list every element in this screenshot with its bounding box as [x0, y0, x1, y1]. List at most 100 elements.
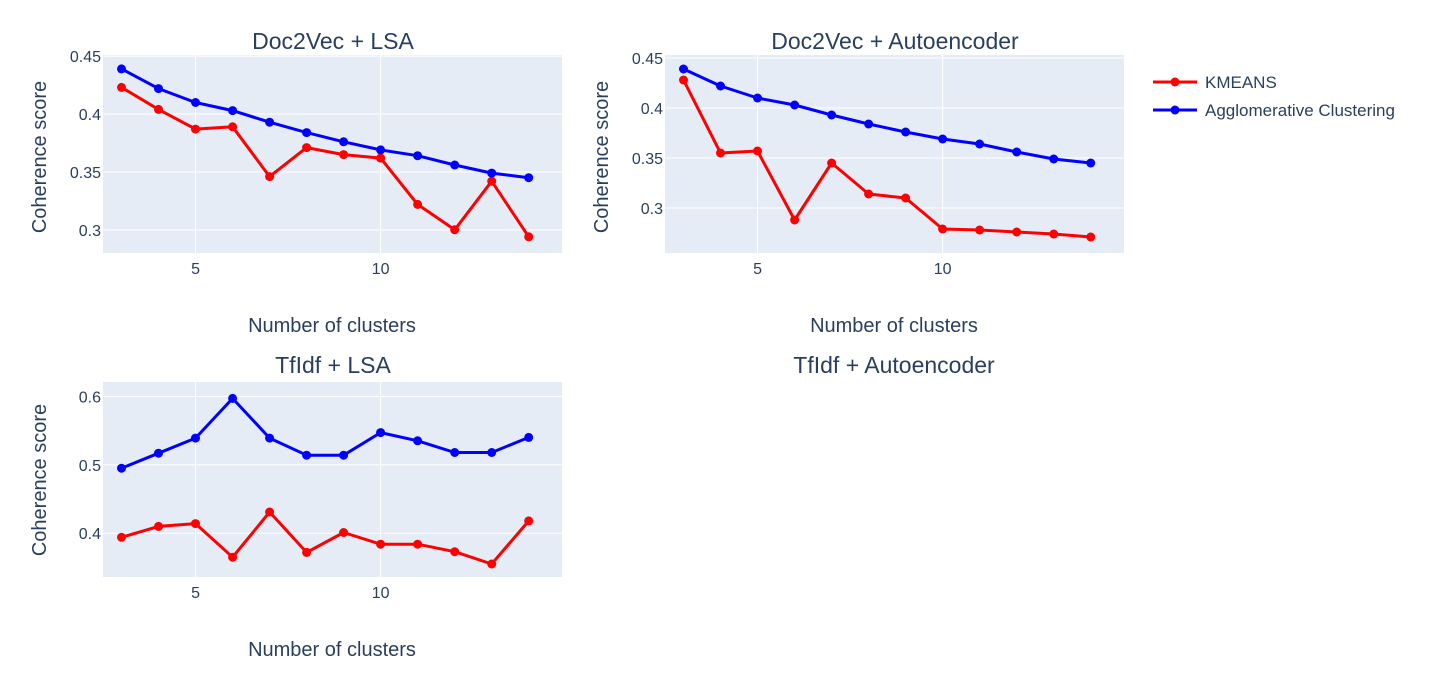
data-point-kmeans[interactable] — [228, 552, 238, 562]
series-kmeans — [679, 75, 1096, 242]
series-agglomerative-clustering — [679, 64, 1096, 168]
data-point-kmeans[interactable] — [339, 528, 349, 537]
series-line-agglomerative-clustering — [120, 67, 529, 180]
data-point-kmeans[interactable] — [154, 521, 163, 531]
y-tick-label: 0.45 — [632, 51, 663, 68]
legend-item-kmeans[interactable]: KMEANS — [1153, 73, 1277, 92]
legend-item-agglomerative[interactable]: Agglomerative Clustering — [1153, 101, 1395, 120]
legend-label-agglomerative: Agglomerative Clustering — [1205, 101, 1395, 120]
y-tick-label: 0.45 — [70, 49, 101, 66]
data-point-kmeans[interactable] — [1049, 229, 1059, 239]
data-point-kmeans[interactable] — [117, 532, 126, 542]
data-point-kmeans[interactable] — [827, 158, 837, 168]
x-tick-label: 5 — [191, 585, 200, 602]
data-point-kmeans[interactable] — [487, 559, 497, 569]
data-point-kmeans[interactable] — [376, 153, 386, 163]
data-point-agglomerative-clustering[interactable] — [339, 137, 349, 147]
y-axis-title: Coherence score — [29, 404, 51, 556]
data-point-agglomerative-clustering[interactable] — [1012, 147, 1022, 157]
panel-title: Doc2Vec + Autoencoder — [771, 28, 1019, 54]
data-point-agglomerative-clustering[interactable] — [450, 448, 460, 457]
data-point-kmeans[interactable] — [450, 225, 460, 235]
x-tick-label: 10 — [372, 585, 390, 602]
data-point-agglomerative-clustering[interactable] — [376, 145, 386, 155]
data-point-kmeans[interactable] — [679, 75, 688, 85]
data-point-kmeans[interactable] — [901, 193, 911, 203]
data-point-kmeans[interactable] — [790, 215, 800, 225]
data-point-agglomerative-clustering[interactable] — [265, 117, 275, 127]
plot-area — [665, 55, 1124, 253]
data-point-kmeans[interactable] — [339, 150, 349, 160]
data-point-kmeans[interactable] — [487, 176, 497, 186]
data-point-kmeans[interactable] — [191, 519, 200, 529]
data-point-agglomerative-clustering[interactable] — [191, 433, 200, 443]
data-point-agglomerative-clustering[interactable] — [117, 463, 126, 473]
data-point-agglomerative-clustering[interactable] — [302, 450, 312, 460]
legend-marker-agglomerative — [1170, 105, 1180, 115]
data-point-kmeans[interactable] — [524, 516, 534, 526]
data-point-kmeans[interactable] — [228, 122, 238, 132]
x-tick-label: 5 — [753, 261, 762, 278]
data-point-agglomerative-clustering[interactable] — [524, 173, 534, 183]
data-point-agglomerative-clustering[interactable] — [790, 100, 800, 110]
x-tick-label: 10 — [934, 261, 952, 278]
data-point-agglomerative-clustering[interactable] — [1049, 154, 1059, 164]
data-point-agglomerative-clustering[interactable] — [339, 450, 349, 460]
data-point-agglomerative-clustering[interactable] — [191, 98, 200, 107]
data-point-kmeans[interactable] — [450, 547, 460, 557]
series-line-agglomerative-clustering — [682, 67, 1091, 165]
plot-area — [103, 382, 562, 577]
data-point-agglomerative-clustering[interactable] — [376, 428, 386, 438]
data-point-kmeans[interactable] — [265, 172, 275, 182]
legend-label-kmeans: KMEANS — [1205, 73, 1277, 92]
data-point-agglomerative-clustering[interactable] — [679, 64, 688, 74]
y-axis-title: Coherence score — [591, 81, 613, 233]
data-point-kmeans[interactable] — [302, 547, 312, 557]
data-point-kmeans[interactable] — [117, 82, 126, 92]
y-tick-label: 0.5 — [79, 458, 101, 475]
data-point-kmeans[interactable] — [413, 199, 423, 209]
legend[interactable]: KMEANS Agglomerative Clustering — [1153, 73, 1395, 120]
data-point-agglomerative-clustering[interactable] — [117, 64, 126, 74]
data-point-kmeans[interactable] — [938, 224, 948, 234]
data-point-agglomerative-clustering[interactable] — [413, 436, 423, 446]
panel-title: Doc2Vec + LSA — [252, 28, 414, 54]
data-point-agglomerative-clustering[interactable] — [302, 128, 312, 138]
data-point-kmeans[interactable] — [975, 225, 985, 235]
data-point-agglomerative-clustering[interactable] — [524, 432, 534, 442]
plot-layer: 5 10 0.4 0.5 0.6 — [79, 382, 562, 602]
data-point-kmeans[interactable] — [302, 143, 312, 153]
data-point-kmeans[interactable] — [753, 146, 762, 156]
data-point-kmeans[interactable] — [265, 507, 275, 517]
data-point-agglomerative-clustering[interactable] — [938, 134, 948, 144]
data-point-kmeans[interactable] — [1012, 227, 1022, 237]
data-point-kmeans[interactable] — [191, 124, 200, 134]
data-point-agglomerative-clustering[interactable] — [487, 168, 497, 178]
data-point-kmeans[interactable] — [864, 189, 874, 199]
data-point-agglomerative-clustering[interactable] — [901, 127, 911, 137]
data-point-agglomerative-clustering[interactable] — [487, 448, 497, 457]
x-axis-title: Number of clusters — [248, 315, 416, 337]
y-tick-label: 0.3 — [79, 223, 101, 240]
data-point-kmeans[interactable] — [154, 104, 163, 114]
data-point-agglomerative-clustering[interactable] — [975, 139, 985, 149]
data-point-agglomerative-clustering[interactable] — [265, 433, 275, 443]
data-point-kmeans[interactable] — [413, 539, 423, 549]
data-point-agglomerative-clustering[interactable] — [827, 110, 837, 120]
data-point-agglomerative-clustering[interactable] — [154, 448, 163, 458]
series-kmeans — [117, 82, 534, 242]
data-point-kmeans[interactable] — [716, 148, 725, 158]
data-point-kmeans[interactable] — [1086, 232, 1096, 242]
panel-tfidf-lsa: 5 10 0.4 0.5 0.6 TfIdf + LSA Number of clust… — [29, 352, 562, 661]
data-point-agglomerative-clustering[interactable] — [450, 160, 460, 170]
data-point-agglomerative-clustering[interactable] — [864, 119, 874, 129]
data-point-agglomerative-clustering[interactable] — [716, 81, 725, 91]
data-point-agglomerative-clustering[interactable] — [228, 393, 238, 403]
data-point-agglomerative-clustering[interactable] — [228, 106, 238, 116]
data-point-kmeans[interactable] — [376, 539, 386, 549]
data-point-agglomerative-clustering[interactable] — [753, 93, 762, 103]
data-point-agglomerative-clustering[interactable] — [1086, 158, 1096, 168]
data-point-agglomerative-clustering[interactable] — [154, 84, 163, 94]
data-point-agglomerative-clustering[interactable] — [413, 151, 423, 161]
data-point-kmeans[interactable] — [524, 232, 534, 242]
